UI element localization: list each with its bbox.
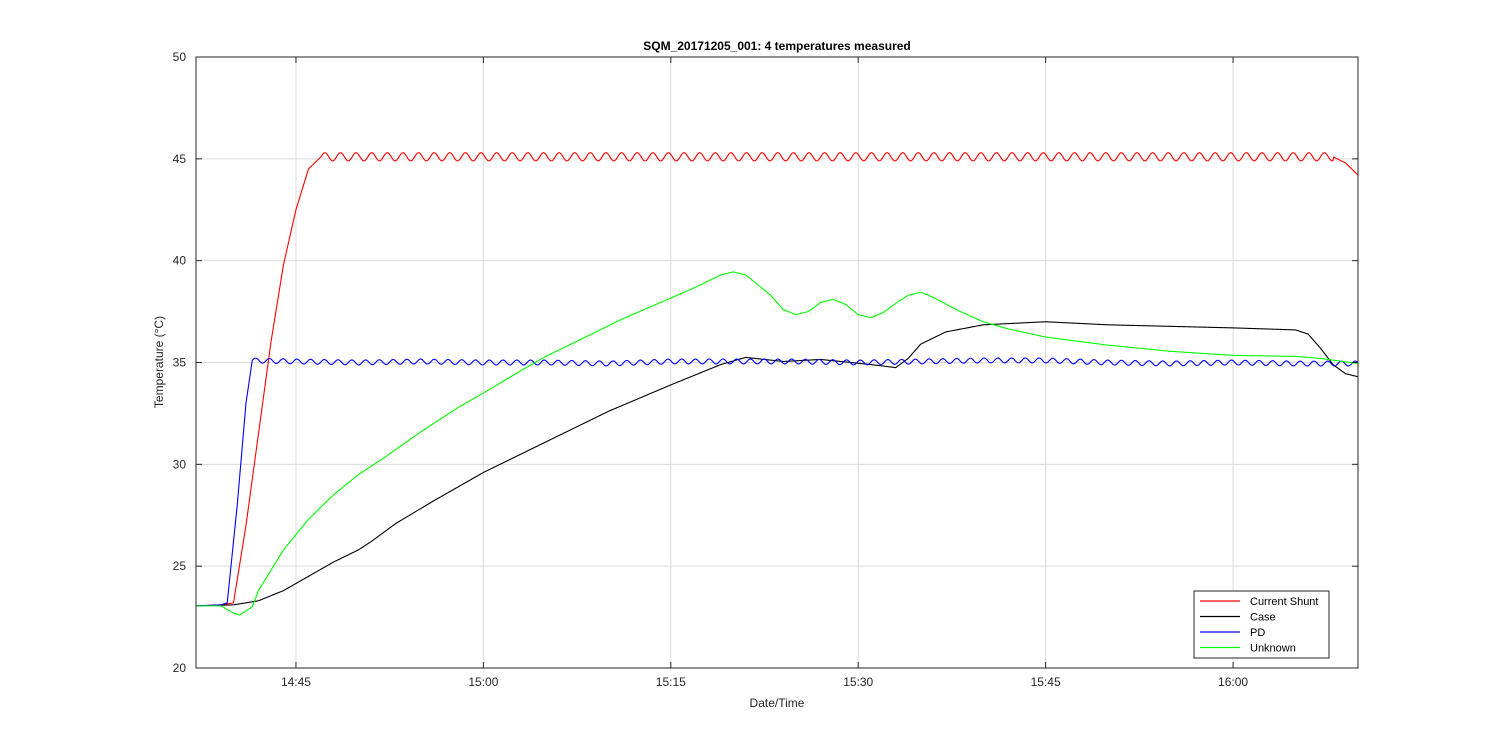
y-tick-label: 35 — [173, 356, 187, 370]
x-tick-label: 15:45 — [1031, 675, 1061, 689]
chart-title: SQM_20171205_001: 4 temperatures measure… — [643, 39, 911, 53]
y-tick-label: 25 — [173, 559, 187, 573]
series-line-case — [195, 321, 1359, 607]
y-tick-label: 50 — [173, 50, 187, 64]
series-line-current-shunt — [195, 152, 1359, 607]
y-axis-label: Temperature (°C) — [152, 316, 166, 408]
x-tick-label: 15:00 — [468, 675, 498, 689]
x-tick-label: 15:15 — [656, 675, 686, 689]
series-line-unknown — [196, 271, 1359, 616]
series-lines — [195, 152, 1359, 616]
y-tick-label: 30 — [173, 457, 187, 471]
y-tick-label: 20 — [173, 661, 187, 675]
series-line-pd — [195, 357, 1359, 607]
axes-ticks: 20 25 30 35 40 45 50 14:45 15:00 15:15 15:30 15:45 1… — [173, 50, 1358, 689]
legend-entry: Unknown — [1250, 643, 1296, 655]
legend-box — [1193, 590, 1330, 659]
x-tick-label: 14:45 — [281, 675, 311, 689]
y-tick-label: 40 — [173, 254, 187, 268]
legend-entry: Current Shunt — [1250, 596, 1318, 608]
x-tick-label: 16:00 — [1218, 675, 1248, 689]
x-tick-label: 15:30 — [843, 675, 873, 689]
legend-entry: PD — [1250, 627, 1265, 639]
legend-entry: Case — [1250, 612, 1276, 624]
legend: Current Shunt Case PD Unknown — [1193, 590, 1330, 659]
x-axis-label: Date/Time — [750, 696, 805, 710]
y-tick-label: 45 — [173, 152, 187, 166]
